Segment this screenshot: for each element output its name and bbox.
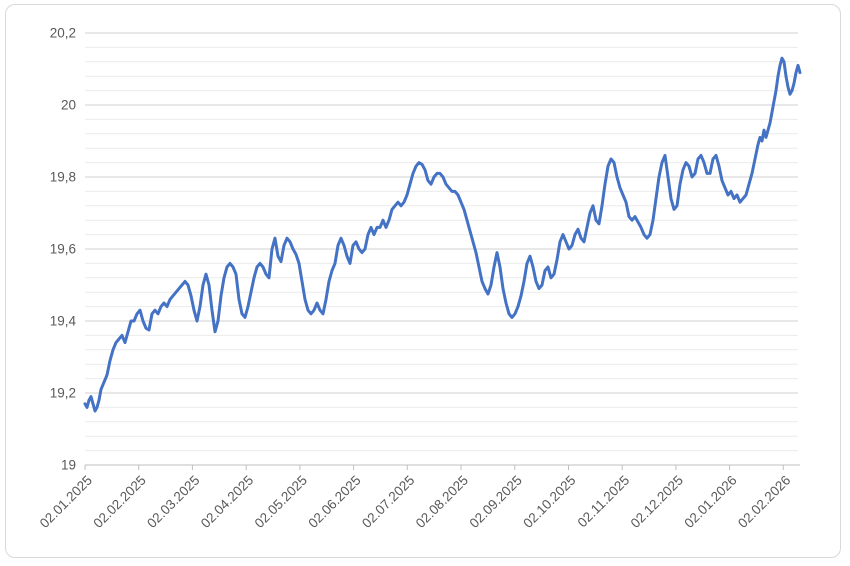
series-line-group (83, 56, 802, 413)
x-axis-tick-label: 02.04.2025 (198, 473, 256, 531)
y-axis-tick-label: 20,2 (50, 26, 76, 41)
x-axis-tick-label: 02.12.2025 (628, 473, 686, 531)
x-axis-tick-label: 02.06.2025 (305, 473, 363, 531)
x-axis-tick-label: 02.01.2025 (37, 473, 95, 531)
x-axis-tick-label: 02.09.2025 (467, 473, 525, 531)
y-axis-tick-label: 19,6 (50, 242, 76, 257)
y-axis-tick-label: 19,2 (50, 386, 76, 401)
axes (84, 464, 800, 470)
y-axis-tick-label: 19 (61, 458, 76, 473)
x-axis-labels: 02.01.202502.02.202502.03.202502.04.2025… (37, 473, 794, 531)
y-axis-tick-label: 19,4 (50, 314, 77, 329)
x-axis-tick-label: 02.07.2025 (359, 473, 417, 531)
x-axis-tick-label: 02.05.2025 (252, 473, 310, 531)
y-axis-labels: 19 19,2 19,4 19,6 19,8 20 20,2 (50, 26, 77, 473)
x-axis-tick-label: 02.03.2025 (144, 473, 202, 531)
y-axis-tick-label: 19,8 (50, 170, 76, 185)
x-axis-tick-label: 02.08.2025 (413, 473, 471, 531)
x-axis-tick-label: 02.01.2026 (681, 473, 739, 531)
major-gridlines (85, 32, 798, 394)
x-axis-tick-label: 02.02.2025 (90, 473, 148, 531)
minor-gridlines (85, 46, 798, 452)
y-axis-tick-label: 20 (61, 98, 76, 113)
series-line (83, 56, 802, 413)
x-axis-tick-label: 02.02.2026 (735, 473, 793, 531)
x-axis-tick-label: 02.10.2025 (520, 473, 578, 531)
chart-frame (5, 4, 841, 558)
x-axis-tick-label: 02.11.2025 (575, 473, 633, 531)
